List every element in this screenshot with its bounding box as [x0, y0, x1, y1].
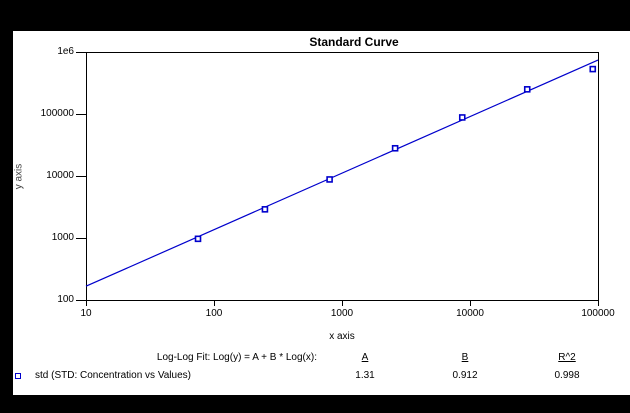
- chart-canvas: Standard Curve 100 1000 10000 100000 1e6 10 1…: [13, 31, 630, 395]
- x-tick-label: 1000: [330, 308, 354, 319]
- x-axis-label: x axis: [329, 331, 355, 342]
- x-tick-label: 100000: [581, 308, 615, 319]
- plot-area: [76, 52, 599, 306]
- data-point-marker: [391, 144, 399, 152]
- plot-border: [86, 52, 599, 301]
- y-axis-label: y axis: [13, 163, 25, 190]
- data-point-marker: [589, 65, 597, 73]
- legend-series-label: std (STD: Concentration vs Values): [35, 370, 191, 381]
- data-point-marker: [194, 235, 202, 243]
- y-tick-label: 1e6: [57, 46, 74, 57]
- data-point-marker: [458, 114, 466, 121]
- x-tick-label: 100: [205, 308, 223, 319]
- data-point-marker: [523, 86, 531, 93]
- fit-column-header: B: [461, 352, 469, 363]
- fit-formula-label: Log-Log Fit: Log(y) = A + B * Log(x):: [156, 352, 317, 363]
- fit-column-header: A: [361, 352, 369, 363]
- fit-column-value: 0.998: [554, 370, 580, 381]
- fit-column-value: 0.912: [452, 370, 478, 381]
- data-point-marker: [326, 176, 333, 183]
- fit-line: [85, 59, 599, 287]
- fit-column-header: R^2: [558, 352, 576, 363]
- x-tick-label: 10: [80, 308, 92, 319]
- legend-marker-open-square-icon: [15, 373, 21, 379]
- chart-title: Standard Curve: [309, 35, 399, 49]
- y-tick-label: 1000: [51, 232, 74, 243]
- y-tick-label: 10000: [46, 170, 74, 181]
- y-tick-label: 100000: [40, 108, 74, 119]
- x-tick-label: 10000: [456, 308, 484, 319]
- fit-column-value: 1.31: [355, 370, 375, 381]
- data-point-marker: [261, 206, 269, 213]
- y-tick-label: 100: [57, 294, 74, 305]
